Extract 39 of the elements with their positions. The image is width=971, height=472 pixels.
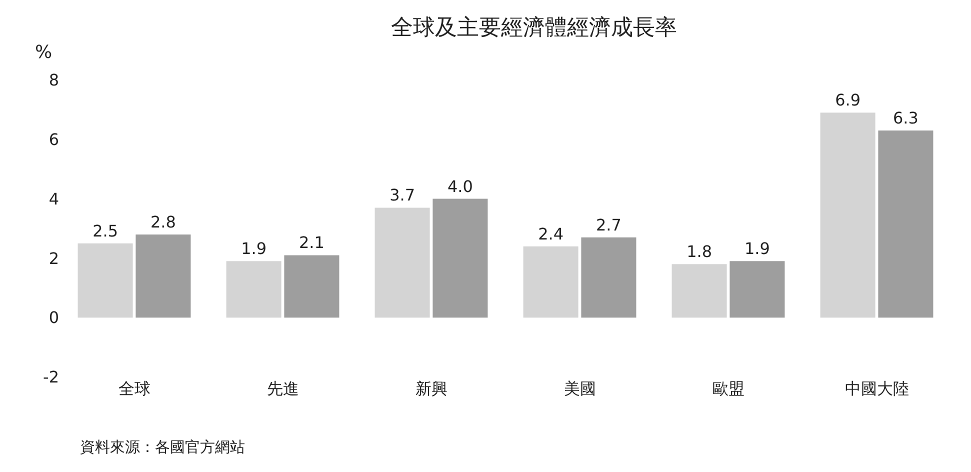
y-tick-label: 2 (48, 248, 59, 268)
data-label: 1.8 (686, 242, 712, 262)
data-label: 3.7 (390, 186, 416, 205)
y-tick-label: 6 (48, 130, 59, 149)
data-label: 1.9 (241, 239, 267, 258)
y-tick-label: 8 (48, 70, 59, 90)
x-tick-label: 全球 (118, 379, 150, 398)
bar (226, 261, 282, 318)
x-tick-label: 美國 (564, 379, 596, 398)
bar (878, 130, 934, 318)
data-label: 2.5 (92, 221, 118, 240)
bar (374, 208, 430, 318)
data-label: 4.0 (447, 176, 473, 196)
data-label: 2.7 (596, 215, 622, 234)
data-label: 2.4 (538, 224, 564, 244)
bar (78, 243, 133, 318)
data-label: 1.9 (744, 239, 770, 258)
y-tick-label: -2 (43, 368, 59, 387)
data-label: 2.8 (150, 212, 176, 232)
bar (820, 112, 876, 318)
bar (730, 261, 785, 318)
data-label: 6.9 (835, 90, 861, 110)
x-tick-label: 新興 (415, 379, 448, 398)
data-label: 2.1 (298, 233, 324, 252)
y-tick-label: 0 (48, 308, 59, 328)
bar (284, 255, 340, 318)
x-tick-label: 中國大陸 (844, 379, 909, 398)
bar (581, 237, 636, 318)
y-axis-title: % (35, 42, 52, 63)
x-tick-label: 先進 (266, 379, 299, 398)
source-note: 資料來源：各國官方網站 (80, 438, 245, 456)
y-tick-label: 4 (48, 189, 59, 208)
bar (523, 246, 578, 318)
bar (672, 264, 727, 318)
bar (432, 198, 488, 318)
chart-title: 全球及主要經濟體經濟成長率 (391, 15, 678, 40)
data-label: 6.3 (892, 108, 918, 128)
x-tick-label: 歐盟 (712, 379, 744, 398)
bar (136, 234, 191, 318)
